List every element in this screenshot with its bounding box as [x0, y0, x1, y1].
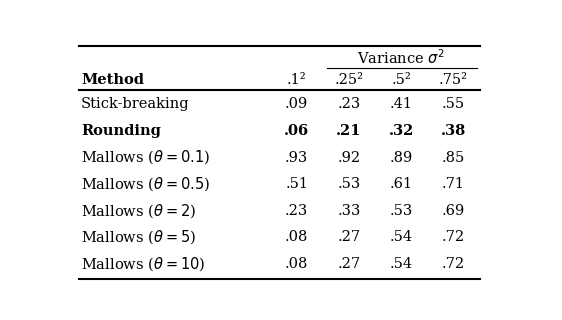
Text: Mallows ($\theta = 0.1$): Mallows ($\theta = 0.1$) [81, 149, 210, 166]
Text: .75²: .75² [439, 73, 468, 87]
Text: .55: .55 [442, 97, 465, 111]
Text: Mallows ($\theta = 0.5$): Mallows ($\theta = 0.5$) [81, 175, 210, 193]
Text: Method: Method [81, 73, 144, 87]
Text: .23: .23 [285, 204, 309, 218]
Text: .54: .54 [389, 230, 413, 244]
Text: .08: .08 [285, 257, 309, 271]
Text: .71: .71 [442, 177, 465, 191]
Text: .85: .85 [442, 150, 465, 164]
Text: .38: .38 [441, 124, 466, 138]
Text: .21: .21 [336, 124, 362, 138]
Text: .53: .53 [389, 204, 413, 218]
Text: .41: .41 [390, 97, 413, 111]
Text: Mallows ($\theta = 2$): Mallows ($\theta = 2$) [81, 202, 196, 220]
Text: .93: .93 [285, 150, 309, 164]
Text: Variance $\sigma^2$: Variance $\sigma^2$ [357, 48, 445, 67]
Text: .89: .89 [389, 150, 413, 164]
Text: .09: .09 [285, 97, 309, 111]
Text: .72: .72 [442, 257, 465, 271]
Text: .69: .69 [442, 204, 465, 218]
Text: .5²: .5² [391, 73, 411, 87]
Text: .61: .61 [389, 177, 413, 191]
Text: .32: .32 [388, 124, 414, 138]
Text: .23: .23 [337, 97, 361, 111]
Text: .08: .08 [285, 230, 309, 244]
Text: .27: .27 [337, 257, 361, 271]
Text: .54: .54 [389, 257, 413, 271]
Text: Mallows ($\theta = 10$): Mallows ($\theta = 10$) [81, 255, 206, 273]
Text: Rounding: Rounding [81, 124, 161, 138]
Text: .06: .06 [284, 124, 309, 138]
Text: .92: .92 [337, 150, 361, 164]
Text: .27: .27 [337, 230, 361, 244]
Text: .33: .33 [337, 204, 361, 218]
Text: .72: .72 [442, 230, 465, 244]
Text: Stick-breaking: Stick-breaking [81, 97, 190, 111]
Text: Mallows ($\theta = 5$): Mallows ($\theta = 5$) [81, 228, 196, 246]
Text: .25²: .25² [334, 73, 364, 87]
Text: .51: .51 [285, 177, 308, 191]
Text: .1²: .1² [287, 73, 306, 87]
Text: .53: .53 [337, 177, 361, 191]
